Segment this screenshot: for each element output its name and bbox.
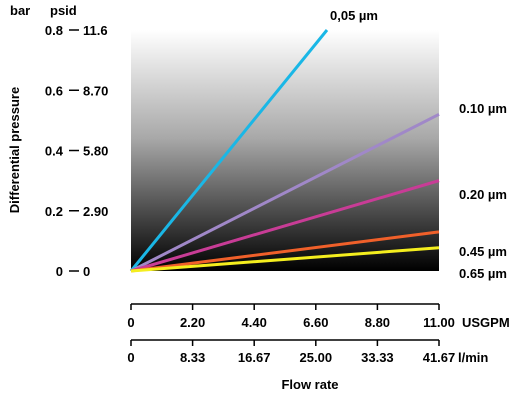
x-axis-title: Flow rate [281, 377, 338, 392]
x-tick-label-lmin: 16.67 [238, 350, 271, 365]
y-tick-label-psid: 0 [83, 264, 90, 279]
series-line [130, 230, 440, 273]
plot-area-background [131, 30, 439, 271]
x-tick-label-lmin: 25.00 [300, 350, 333, 365]
y-tick-label-bar: 0.6 [45, 83, 63, 98]
x-tick-label-lmin: 0 [127, 350, 134, 365]
y-tick-label-psid: 8.70 [83, 83, 108, 98]
series-line [129, 29, 329, 272]
series-line [130, 246, 440, 273]
x-tick-label-usgpm: 0 [127, 315, 134, 330]
x-tick-label-usgpm: 11.00 [423, 315, 455, 330]
series-label: 0.45 µm [459, 244, 507, 259]
series-label: 0.20 µm [459, 187, 507, 202]
y-unit-psid: psid [50, 3, 77, 18]
y-tick-label-psid: 2.90 [83, 204, 108, 219]
series-label: 0,05 µm [330, 8, 378, 23]
x-tick-label-usgpm: 4.40 [242, 315, 267, 330]
x-tick-label-lmin: 41.67 [423, 350, 456, 365]
y-tick-label-bar: 0 [56, 264, 63, 279]
series-label: 0.65 µm [459, 266, 507, 281]
x-tick-label-usgpm: 6.60 [303, 315, 328, 330]
series-line [130, 179, 440, 273]
x-tick-label-usgpm: 2.20 [180, 315, 205, 330]
x-tick-label-lmin: 8.33 [180, 350, 205, 365]
y-tick-label-bar: 0.2 [45, 204, 63, 219]
series-label: 0.10 µm [459, 101, 507, 116]
y-tick-label-bar: 0.4 [45, 144, 64, 159]
series-line [130, 113, 440, 273]
x-unit-usgpm: USGPM [462, 315, 510, 330]
y-unit-bar: bar [10, 3, 30, 18]
y-axis-title: Differential pressure [7, 87, 22, 213]
y-tick-label-bar: 0.8 [45, 23, 63, 38]
x-tick-label-lmin: 33.33 [361, 350, 394, 365]
y-tick-label-psid: 5.80 [83, 144, 108, 159]
x-unit-lmin: l/min [458, 350, 488, 365]
y-tick-label-psid: 11.6 [83, 23, 108, 38]
x-tick-label-usgpm: 8.80 [365, 315, 390, 330]
